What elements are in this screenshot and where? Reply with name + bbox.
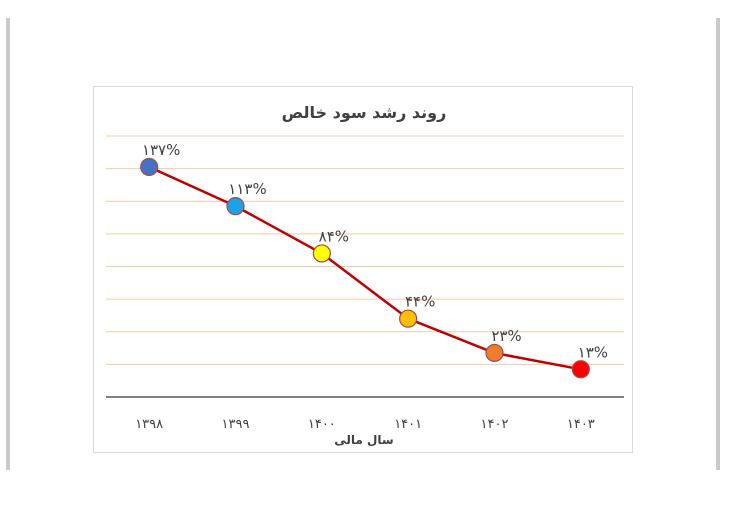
data-point [140,157,159,177]
x-tick-label: ۱۴۰۰ [308,417,336,432]
x-tick-labels: ۱۳۹۸ ۱۳۹۹ ۱۴۰۰ ۱۴۰۱ ۱۴۰۲ ۱۴۰۳ [135,417,595,432]
data-point [485,343,504,363]
data-labels: ۱۳۷% ۱۱۳% ۸۴% ۴۴% ۲۳% ۱۳% [142,141,608,361]
chart-frame [93,86,633,453]
data-point [399,309,418,328]
data-label: ۱۳۷% [142,141,180,159]
gridlines [106,135,624,365]
data-point [312,244,331,263]
x-axis-label: سال مالی [334,433,393,447]
data-points [140,157,590,379]
series-line [148,165,582,371]
data-label: ۲۳% [491,327,521,345]
x-tick-label: ۱۴۰۳ [567,417,595,432]
x-tick-label: ۱۴۰۲ [481,417,509,432]
page-edge-right [716,18,720,470]
data-label: ۴۴% [405,293,435,311]
x-tick-label: ۱۳۹۹ [222,417,250,432]
page-edge-left [6,18,10,470]
x-tick-label: ۱۳۹۸ [135,417,163,432]
data-point [226,197,245,216]
data-label: ۱۳% [578,343,608,361]
data-label: ۸۴% [319,227,349,245]
data-label: ۱۱۳% [228,180,266,198]
chart-title: روند رشد سود خالص [282,103,447,122]
data-point [571,360,590,379]
x-tick-label: ۱۴۰۱ [394,417,422,432]
